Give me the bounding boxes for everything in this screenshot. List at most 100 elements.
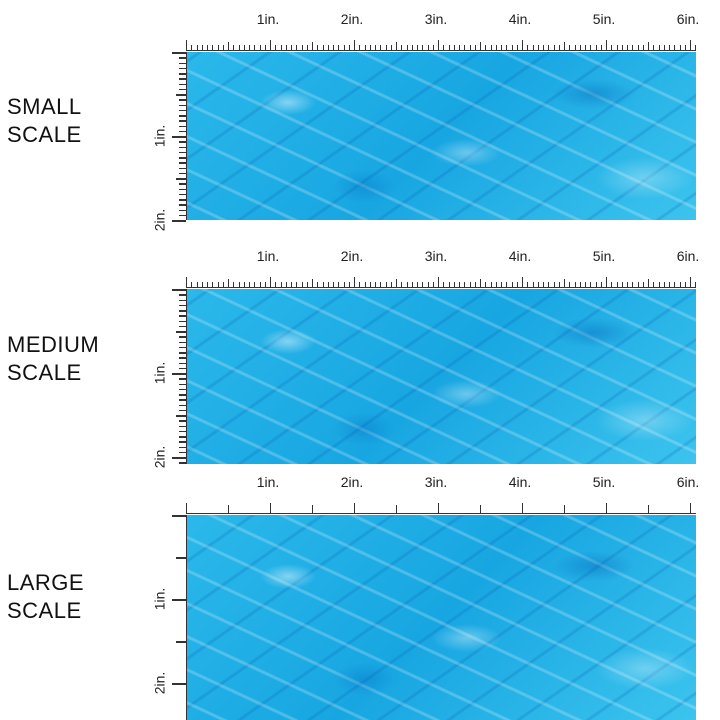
ruler-tick [511,45,513,50]
ruler-tick [348,45,350,50]
ruler-tick [695,45,697,50]
ruler-tick [464,45,466,50]
ruler-tick [579,45,581,50]
ruler-tick [411,45,413,50]
ruler-tick [585,45,586,50]
ruler-tick [179,310,186,312]
ruler-tick [217,282,219,287]
ruler-tick [179,204,186,206]
ruler-tick [506,45,508,50]
ruler-tick [396,279,397,287]
ruler-tick [448,45,450,50]
ruler-tick [317,45,319,50]
ruler-tick [322,282,324,287]
ruler-tick [522,277,523,287]
ruler-tick [179,352,186,354]
ruler-tick [354,277,355,287]
ruler-tick [212,282,214,287]
ruler-tick [254,45,256,50]
ruler-tick [179,188,186,190]
ruler-tick [201,282,203,287]
ruler-tick [495,282,497,287]
ruler-label: 2in. [151,208,168,232]
label-line: SCALE [7,122,82,147]
ruler-tick [469,45,471,50]
ruler-tick [669,282,670,287]
ruler-tick [179,441,186,443]
ruler-tick [179,367,186,370]
ruler-tick [179,436,186,438]
ruler-tick [179,115,186,117]
ruler-tick [179,336,186,338]
ruler-tick [179,315,186,317]
ruler-tick [179,57,186,59]
ruler-tick [343,45,345,50]
ruler-label: 6in. [676,248,700,264]
ruler-tick [637,282,639,287]
ruler-label: 5in. [592,11,616,27]
ruler-tick [179,362,186,364]
ruler-tick [585,282,586,287]
water-pattern-swatch [186,52,696,220]
ruler-tick [432,282,434,287]
ruler-tick [296,45,298,50]
ruler-tick [176,178,186,180]
ruler-tick [369,45,371,50]
ruler-tick [179,172,186,175]
ruler-tick [228,279,229,287]
ruler-tick [590,282,592,287]
ruler-tick [179,383,186,385]
ruler-tick [663,282,665,287]
ruler-tick [196,282,198,287]
ruler-tick [179,320,186,322]
ruler-tick [179,388,186,391]
ruler-tick [595,45,597,50]
ruler-tick [338,45,340,50]
ruler-baseline [186,52,187,220]
ruler-tick [600,282,602,287]
ruler-tick [480,42,481,50]
ruler-tick [243,45,245,50]
label-large: LARGE SCALE [7,569,84,625]
ruler-tick [658,45,660,50]
ruler-tick [548,45,550,50]
ruler-tick [679,45,681,50]
ruler-tick [327,282,329,287]
ruler-tick [606,40,607,50]
ruler-tick [179,78,186,80]
ruler-tick [280,282,282,287]
label-medium: MEDIUM SCALE [7,331,99,387]
ruler-tick [406,282,408,287]
ruler-tick [537,282,539,287]
ruler-tick [179,346,186,349]
ruler-tick [312,279,313,287]
label-line: LARGE [7,570,85,595]
ruler-tick [690,277,691,287]
ruler-tick [637,45,639,50]
ruler-tick [233,282,235,287]
ruler-tick [179,451,186,454]
ruler-tick [238,45,240,50]
ruler-tick [438,503,439,513]
ruler-tick [179,109,186,112]
ruler-tick [516,282,518,287]
ruler-tick [401,282,403,287]
ruler-tick [396,505,397,513]
ruler-tick [674,45,676,50]
ruler-tick [179,430,186,433]
ruler-label: 5in. [592,474,616,490]
ruler-tick [179,404,186,406]
ruler-tick [217,45,219,50]
ruler-label: 2in. [340,474,364,490]
ruler-tick [179,62,186,64]
ruler-tick [627,45,628,50]
ruler-tick [270,40,271,50]
ruler-tick [172,683,186,685]
ruler-tick [179,162,186,164]
vertical-ruler: 1in. 2in. [151,289,187,468]
horizontal-ruler: 1in. 2in. 3in. 4in. 5in. 6in. [186,248,699,288]
ruler-tick [453,282,455,287]
ruler-tick [390,282,392,287]
ruler-tick [348,282,350,287]
ruler-tick [427,282,429,287]
